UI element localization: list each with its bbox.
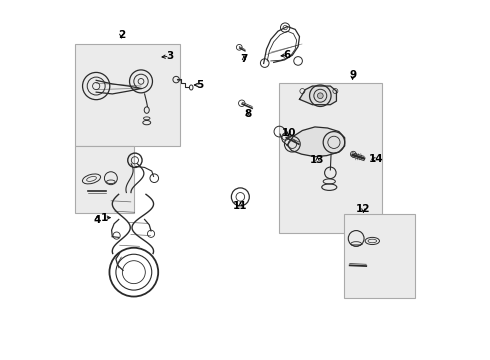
Bar bbox=[74, 44, 180, 146]
Text: 8: 8 bbox=[244, 109, 251, 119]
Text: 6: 6 bbox=[284, 50, 291, 60]
Text: 9: 9 bbox=[349, 70, 356, 80]
Text: 1: 1 bbox=[101, 213, 108, 222]
Text: 13: 13 bbox=[310, 155, 325, 165]
Circle shape bbox=[318, 93, 323, 99]
Bar bbox=[279, 83, 382, 233]
Text: 4: 4 bbox=[94, 215, 101, 225]
Circle shape bbox=[236, 193, 245, 201]
Text: 7: 7 bbox=[240, 54, 247, 64]
Text: 12: 12 bbox=[356, 204, 370, 215]
Text: 10: 10 bbox=[281, 128, 296, 138]
Text: 3: 3 bbox=[166, 51, 173, 61]
Text: 5: 5 bbox=[196, 80, 204, 90]
Bar bbox=[74, 145, 134, 213]
Polygon shape bbox=[287, 127, 344, 157]
Text: 11: 11 bbox=[233, 201, 247, 211]
Text: 14: 14 bbox=[368, 154, 383, 164]
Bar bbox=[343, 215, 415, 298]
Text: 2: 2 bbox=[118, 30, 125, 40]
Polygon shape bbox=[299, 86, 337, 105]
